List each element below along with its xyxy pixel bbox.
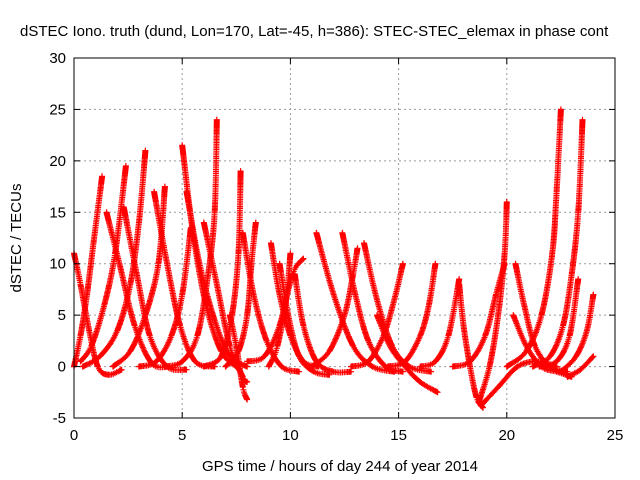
y-axis-label: dSTEC / TECUs bbox=[8, 184, 25, 293]
data-point-markers bbox=[135, 224, 194, 370]
y-tick-label: 30 bbox=[49, 50, 66, 67]
data-point-markers bbox=[200, 168, 244, 370]
y-tick-label: 25 bbox=[49, 101, 66, 118]
data-series-16 bbox=[226, 312, 251, 403]
data-series-6 bbox=[110, 183, 168, 370]
data-series-36 bbox=[503, 106, 564, 370]
x-tick-label: 5 bbox=[178, 427, 186, 444]
data-point-markers bbox=[536, 276, 582, 370]
chart-title: dSTEC Iono. truth (dund, Lon=170, Lat=-4… bbox=[20, 23, 609, 40]
data-point-markers bbox=[503, 106, 564, 370]
x-tick-label: 15 bbox=[390, 427, 407, 444]
data-point-markers bbox=[564, 353, 597, 380]
x-axis-label: GPS time / hours of day 244 of year 2014 bbox=[202, 458, 478, 475]
data-point-markers bbox=[449, 260, 508, 370]
y-tick-label: -5 bbox=[53, 410, 66, 427]
y-tick-label: 10 bbox=[49, 256, 66, 273]
data-series-38 bbox=[536, 276, 582, 370]
data-point-markers bbox=[244, 255, 307, 365]
data-point-markers bbox=[456, 281, 486, 411]
y-tick-label: 15 bbox=[49, 204, 66, 221]
y-tick-label: 0 bbox=[58, 359, 66, 376]
data-point-markers bbox=[161, 116, 220, 370]
data-point-markers bbox=[226, 312, 251, 403]
y-tick-label: 5 bbox=[58, 307, 66, 324]
data-series bbox=[71, 106, 597, 411]
data-series-40 bbox=[564, 353, 597, 380]
data-series-13 bbox=[200, 168, 244, 370]
y-tick-label: 20 bbox=[49, 153, 66, 170]
data-series-21 bbox=[291, 271, 354, 376]
plot-frame bbox=[73, 57, 616, 419]
x-tick-label: 10 bbox=[282, 427, 299, 444]
data-point-markers bbox=[384, 260, 439, 370]
data-point-markers bbox=[110, 183, 168, 370]
data-series-32 bbox=[449, 260, 508, 370]
data-series-20 bbox=[244, 255, 307, 365]
x-tick-label: 25 bbox=[607, 427, 624, 444]
data-series-39 bbox=[557, 291, 597, 375]
data-series-8 bbox=[135, 224, 194, 370]
data-series-28 bbox=[384, 260, 439, 370]
data-series-11 bbox=[161, 116, 220, 370]
data-point-markers bbox=[183, 188, 251, 370]
data-point-markers bbox=[529, 116, 586, 370]
data-point-markers bbox=[291, 271, 354, 376]
data-series-37 bbox=[529, 116, 586, 370]
x-tick-label: 20 bbox=[498, 427, 515, 444]
data-series-10 bbox=[183, 188, 251, 370]
data-series-30 bbox=[456, 281, 486, 411]
x-tick-label: 0 bbox=[70, 427, 78, 444]
data-point-markers bbox=[557, 291, 597, 375]
